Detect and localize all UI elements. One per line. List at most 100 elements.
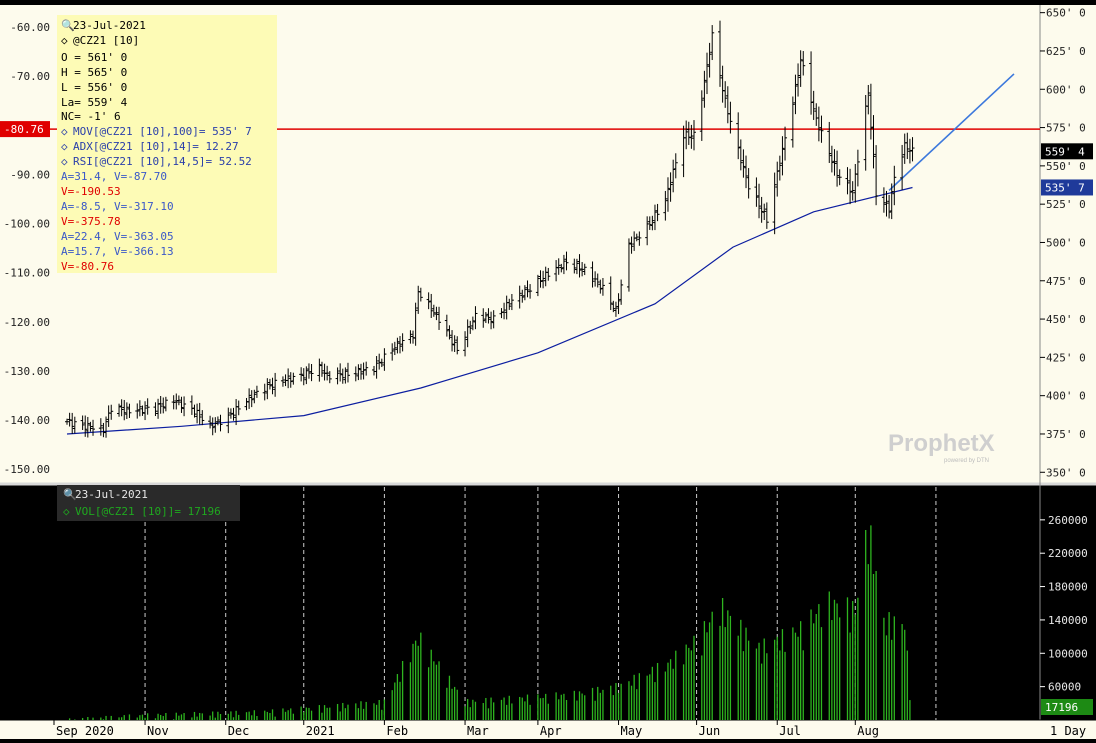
ohlc-bar — [616, 293, 621, 315]
ohlc-bar — [889, 183, 894, 220]
ohlc-bar — [463, 331, 468, 357]
diamond-icon: ◇ — [63, 505, 70, 518]
ohlc-bar — [429, 293, 434, 318]
right-tick-label: 400' 0 — [1046, 390, 1086, 403]
ohlc-bar — [777, 155, 782, 181]
ohlc-bar — [850, 181, 855, 201]
ohlc-bar — [598, 279, 603, 294]
cursor-value-row: A=31.4, V=-87.70 — [61, 170, 167, 183]
info-low: L = 556' 0 — [61, 81, 128, 94]
info-symbol-row: ◇ @CZ21 [10] — [61, 34, 139, 47]
diamond-icon: ◇ — [61, 155, 68, 168]
ohlc-bar — [611, 300, 616, 313]
ohlc-bar — [231, 407, 236, 421]
ohlc-bar — [665, 177, 670, 212]
diamond-icon[interactable]: ◇ — [61, 34, 68, 47]
ohlc-bar — [556, 258, 561, 275]
time-axis-background — [0, 720, 1096, 739]
ohlc-bar — [208, 415, 213, 429]
ohlc-bar — [228, 408, 233, 419]
ohlc-bar — [718, 20, 723, 87]
time-tick-label: Mar — [467, 724, 489, 738]
ohlc-bar — [525, 280, 530, 298]
volume-date: 23-Jul-2021 — [75, 488, 148, 501]
ohlc-bar — [431, 304, 436, 317]
volume-label: VOL[@CZ21 [10]]= 17196 — [75, 505, 221, 518]
time-tick-label: Aug — [857, 724, 879, 738]
info-study-rsi[interactable]: ◇ RSI[@CZ21 [10],14,5]= 52.52 — [61, 155, 252, 168]
info-study-mov[interactable]: ◇ MOV[@CZ21 [10],100]= 535' 7 — [61, 125, 252, 138]
right-tick-label: 425' 0 — [1046, 351, 1086, 364]
ohlc-bar — [174, 393, 179, 410]
ohlc-bar — [340, 368, 345, 384]
ohlc-bar — [837, 169, 842, 186]
ohlc-bar — [783, 126, 788, 161]
ohlc-bar — [179, 396, 184, 413]
ohlc-bar — [88, 421, 93, 432]
ohlc-bar — [80, 415, 85, 431]
right-tick-label: 525' 0 — [1046, 198, 1086, 211]
zoom-icon[interactable]: 🔍 — [63, 488, 77, 501]
ohlc-bar — [299, 367, 304, 382]
ohlc-bar — [200, 410, 205, 426]
right-axis-background — [1040, 5, 1096, 483]
hline-value-badge-bg — [0, 121, 50, 138]
ohlc-bar — [522, 285, 527, 301]
left-tick-label: -140.00 — [4, 414, 50, 427]
ohlc-bar — [247, 388, 252, 409]
ohlc-bar — [744, 155, 749, 189]
ohlc-bar — [704, 52, 709, 95]
ohlc-bar — [710, 25, 715, 61]
ohlc-bar — [91, 419, 96, 436]
ohlc-bar — [629, 236, 634, 254]
ohlc-bar — [301, 368, 306, 386]
cursor-value-row: V=-190.53 — [61, 185, 121, 198]
ohlc-bar — [452, 335, 457, 352]
ohlc-bar — [338, 363, 343, 382]
ohlc-bar — [353, 366, 358, 382]
info-study-adx[interactable]: ◇ ADX[@CZ21 [10],14]= 12.27 — [61, 140, 239, 153]
ohlc-bar — [192, 404, 197, 418]
ohlc-bar — [835, 150, 840, 187]
right-tick-label: 350' 0 — [1046, 466, 1086, 479]
left-tick-label: -60.00 — [10, 21, 50, 34]
ohlc-bar — [892, 165, 897, 206]
right-tick-label: 500' 0 — [1046, 236, 1086, 249]
ohlc-bar — [866, 84, 871, 115]
ohlc-bar — [634, 233, 639, 242]
ohlc-bar — [218, 414, 223, 432]
right-tick-label: 600' 0 — [1046, 83, 1086, 96]
ohlc-bar — [392, 341, 397, 356]
ohlc-bar — [83, 415, 88, 437]
ohlc-bar — [444, 314, 449, 337]
moving-average-line — [66, 186, 913, 435]
volume-study-row[interactable]: ◇ VOL[@CZ21 [10]]= 17196 — [63, 505, 221, 518]
ohlc-bar — [286, 368, 291, 389]
ohlc-bar — [361, 362, 366, 380]
left-tick-label: -150.00 — [4, 463, 50, 476]
ohlc-bar — [72, 416, 77, 434]
volume-value-badge-bg — [1041, 699, 1093, 715]
ohlc-bar — [582, 263, 587, 276]
zoom-icon[interactable]: 🔍 — [61, 19, 75, 32]
ohlc-bar — [707, 42, 712, 78]
ohlc-bar — [746, 168, 751, 199]
right-tick-label: 625' 0 — [1046, 45, 1086, 58]
ohlc-bar — [772, 172, 777, 235]
ohlc-bar — [907, 138, 912, 164]
time-tick-label: Jun — [699, 724, 721, 738]
mov-value-badge-bg — [1041, 179, 1093, 196]
ohlc-bar — [473, 306, 478, 330]
ohlc-bar — [650, 215, 655, 231]
ohlc-bar — [613, 301, 618, 317]
ohlc-bar — [163, 396, 168, 412]
ohlc-bar — [502, 302, 507, 320]
ohlc-bar — [119, 399, 124, 417]
ohlc-bar — [684, 120, 689, 150]
right-tick-label: 450' 0 — [1046, 313, 1086, 326]
right-tick-label: 375' 0 — [1046, 428, 1086, 441]
ohlc-bar — [668, 172, 673, 202]
volume-date-row: 🔍23-Jul-2021 — [63, 488, 148, 501]
ohlc-bar — [262, 383, 267, 401]
